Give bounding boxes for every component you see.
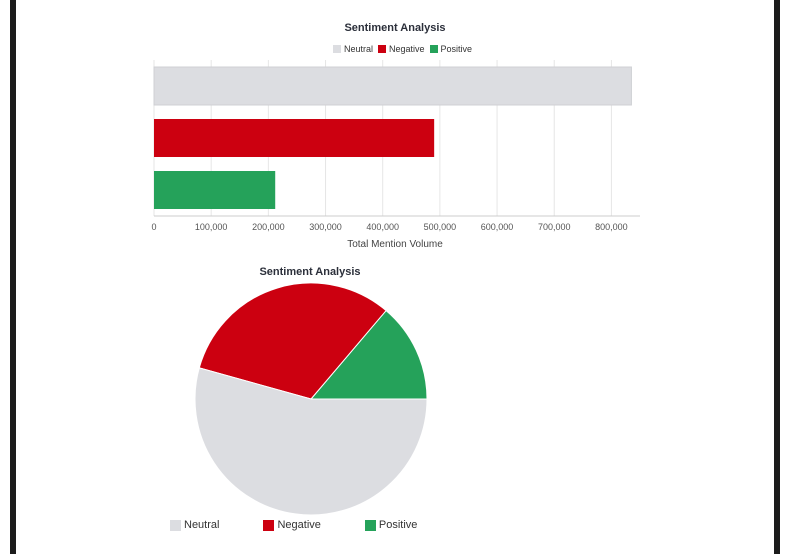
bar-legend-swatch-neutral xyxy=(333,45,341,53)
pie-legend-swatch-negative xyxy=(263,519,275,531)
bar-legend-label: Positive xyxy=(440,44,473,54)
bar-chart: 0 100,000 200,000 300,000 400,000 500,000 600,… xyxy=(151,60,640,250)
right-border xyxy=(774,0,780,554)
bar-x-tick-label: 600,000 xyxy=(481,222,514,232)
bar-x-tick-label: 500,000 xyxy=(424,222,457,232)
left-border xyxy=(10,0,16,554)
bar-legend-swatch-negative xyxy=(378,45,387,53)
bar-legend-label: Neutral xyxy=(344,44,374,54)
pie-legend-swatch-neutral xyxy=(170,519,181,531)
bar-legend-item-neutral[interactable]: Neutral xyxy=(333,44,373,54)
bar-x-tick-label: 200,000 xyxy=(252,222,285,232)
pie-slice-neutral[interactable] xyxy=(194,367,428,516)
pie-slice-negative[interactable] xyxy=(198,282,387,400)
bar-neutral[interactable] xyxy=(153,66,632,106)
bar-x-axis-label: Total Mention Volume xyxy=(347,239,443,250)
bar-x-tick-label: 800,000 xyxy=(595,222,628,232)
bar-chart-legend: Neutral Negative Positive xyxy=(333,44,477,54)
bar-legend-swatch-positive xyxy=(429,45,438,53)
pie-legend-item-neutral[interactable]: Neutral xyxy=(170,519,219,531)
pie-legend-label: Negative xyxy=(277,519,321,531)
bar-x-tick-label: 400,000 xyxy=(366,222,399,232)
pie-legend-swatch-positive xyxy=(364,519,376,531)
bar-x-tick-label: 300,000 xyxy=(309,222,342,232)
bar-x-tick-label: 700,000 xyxy=(538,222,571,232)
pie-legend-label: Neutral xyxy=(184,519,220,531)
pie-legend-item-negative[interactable]: Negative xyxy=(263,519,321,531)
bar-legend-item-negative[interactable]: Negative xyxy=(378,44,425,54)
bar-negative[interactable] xyxy=(154,119,435,157)
bar-x-tick-label: 100,000 xyxy=(195,222,228,232)
pie-slice-positive[interactable] xyxy=(309,309,428,400)
bar-positive[interactable] xyxy=(154,171,276,209)
bar-chart-title: Sentiment Analysis xyxy=(344,22,446,34)
bar-legend-label: Negative xyxy=(389,44,425,54)
pie-legend-item-positive[interactable]: Positive xyxy=(364,519,418,531)
bar-x-tick-label: 0 xyxy=(151,222,156,232)
pie-legend-label: Positive xyxy=(378,519,418,531)
pie-chart-legend: Neutral Negative Positive xyxy=(170,519,417,531)
pie-chart-title: Sentiment Analysis xyxy=(259,266,361,278)
bar-legend-item-positive[interactable]: Positive xyxy=(429,44,473,54)
